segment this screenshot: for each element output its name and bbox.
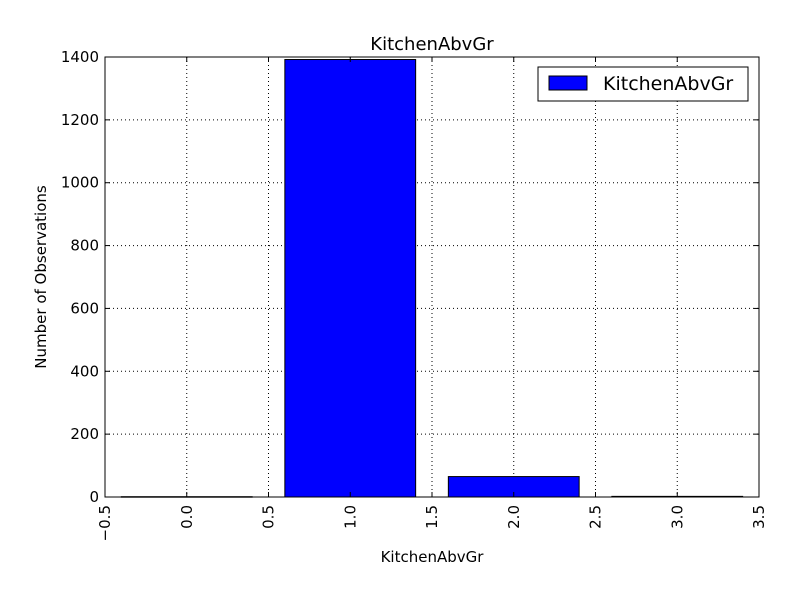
x-tick-label: −0.5 <box>96 505 114 541</box>
bar-1 <box>284 59 417 498</box>
y-tick-label: 1000 <box>61 174 99 192</box>
legend: KitchenAbvGr <box>537 66 749 102</box>
chart-title: KitchenAbvGr <box>370 34 494 55</box>
y-tick-label: 0 <box>89 488 99 506</box>
y-axis-label: Number of Observations <box>32 185 50 369</box>
legend-label: KitchenAbvGr <box>603 73 733 95</box>
x-axis-label: KitchenAbvGr <box>381 548 485 566</box>
x-tick-label: 3.5 <box>750 505 768 529</box>
y-tick-label: 400 <box>70 362 99 380</box>
y-tick-label: 600 <box>70 299 99 317</box>
x-tick-label: 0.5 <box>260 505 278 529</box>
x-tick-label: 3.0 <box>668 505 686 529</box>
legend-swatch <box>548 75 588 91</box>
x-tick-label: 2.5 <box>587 505 605 529</box>
x-tick-label: 2.0 <box>505 505 523 529</box>
y-tick-label: 1200 <box>61 111 99 129</box>
x-tick-label: 1.5 <box>423 505 441 529</box>
y-tick-label: 200 <box>70 425 99 443</box>
tick-marks <box>104 56 760 498</box>
y-tick-labels: 0 200 400 600 800 1000 1200 1400 <box>61 48 99 506</box>
x-tick-label: 1.0 <box>341 505 359 529</box>
x-tick-label: 0.0 <box>178 505 196 529</box>
y-tick-label: 1400 <box>61 48 99 66</box>
x-tick-labels: −0.5 0.0 0.5 1.0 1.5 2.0 2.5 3.0 3.5 <box>96 505 768 541</box>
y-tick-label: 800 <box>70 237 99 255</box>
